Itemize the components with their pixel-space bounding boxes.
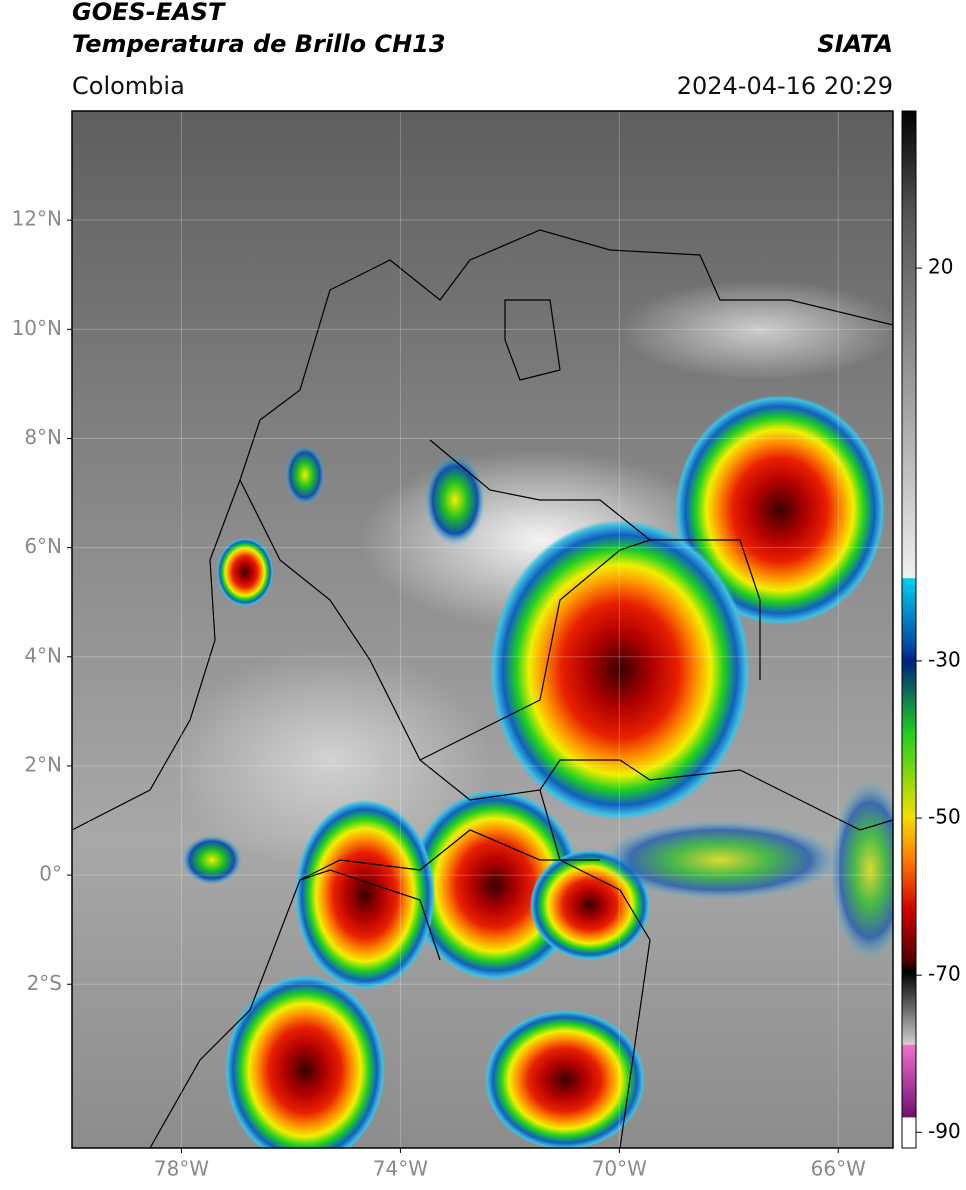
lat-tick-label: 2°S [27, 971, 62, 995]
colorbar-tick-label: -70 [928, 962, 961, 986]
storm-cell [182, 835, 242, 885]
storm-cell [225, 975, 385, 1148]
lat-tick-label: 8°N [24, 425, 62, 449]
lat-tick-label: 4°N [24, 643, 62, 667]
source: SIATA [817, 30, 893, 58]
colorbar-tick-label: -90 [928, 1119, 961, 1143]
lat-tick-label: 10°N [12, 316, 62, 340]
lon-tick-label: 78°W [154, 1157, 209, 1181]
product-title: Temperatura de Brillo CH13 [72, 30, 446, 58]
storm-cell [295, 800, 435, 990]
lon-tick-label: 70°W [592, 1157, 647, 1181]
map-frame [71, 110, 894, 1149]
satellite-name: GOES-EAST [72, 0, 226, 26]
storm-cell [285, 445, 325, 505]
map-image [72, 111, 893, 1148]
lat-tick-label: 6°N [24, 534, 62, 558]
storm-cell [675, 395, 885, 625]
lat-tick-label: 12°N [12, 207, 62, 231]
colorbar-tick-label: -50 [928, 805, 961, 829]
lon-tick-label: 74°W [373, 1157, 428, 1181]
storm-cell [490, 520, 750, 820]
storm-cell [600, 820, 840, 900]
cloud [620, 280, 893, 380]
region: Colombia [72, 72, 185, 100]
storm-cell [217, 538, 273, 606]
borders [72, 229, 893, 1148]
cloud [170, 650, 490, 870]
storm-cell [830, 780, 893, 960]
ir-background [72, 111, 893, 1148]
colorbar-tick-label: 20 [928, 255, 953, 279]
colorbar [901, 110, 917, 1149]
lat-tick-label: 2°N [24, 752, 62, 776]
storm-cell [425, 455, 485, 545]
datetime: 2024-04-16 20:29 [677, 72, 893, 100]
lon-tick-label: 66°W [811, 1157, 866, 1181]
storm-cell [410, 790, 580, 980]
lat-tick-label: 0° [39, 862, 62, 886]
colorbar-tick-label: -30 [928, 647, 961, 671]
storm-cell [485, 1010, 645, 1148]
